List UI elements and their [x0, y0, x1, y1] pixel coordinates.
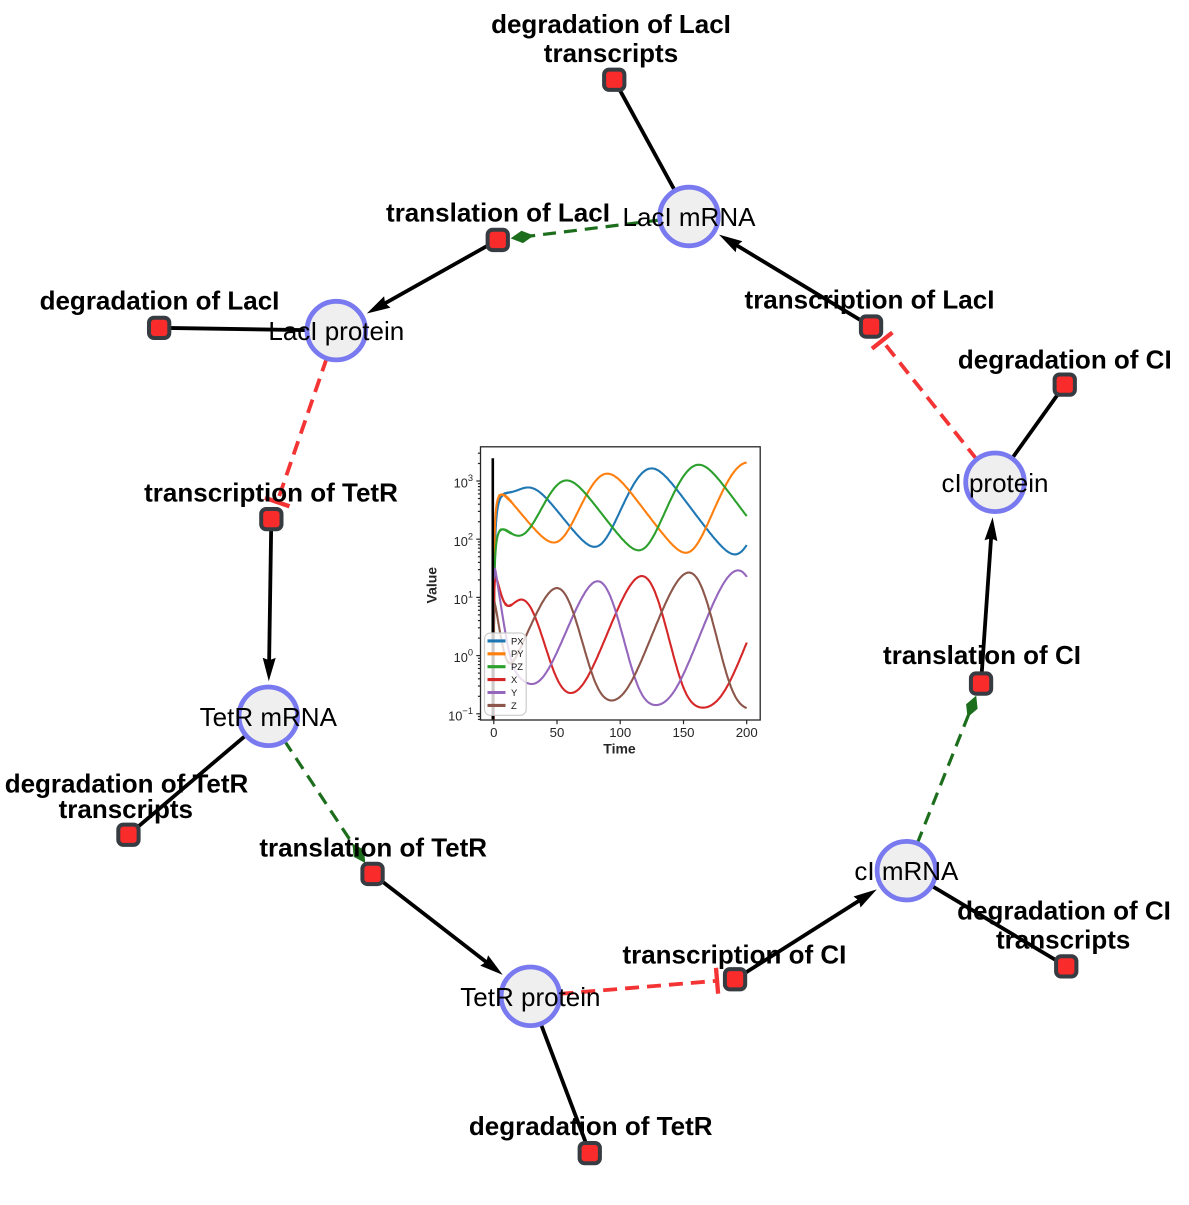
svg-text:LacI protein: LacI protein [268, 316, 404, 346]
svg-text:transcripts: transcripts [544, 38, 678, 68]
svg-text:transcripts: transcripts [996, 924, 1130, 954]
svg-text:degradation of LacI: degradation of LacI [491, 9, 731, 39]
svg-text:100: 100 [609, 725, 631, 740]
svg-text:transcription of LacI: transcription of LacI [745, 285, 995, 315]
svg-text:degradation of LacI: degradation of LacI [40, 286, 280, 316]
svg-text:100: 100 [454, 648, 473, 666]
svg-text:transcription of CI: transcription of CI [622, 939, 846, 969]
svg-text:degradation of CI: degradation of CI [958, 345, 1172, 375]
svg-text:102: 102 [454, 531, 473, 549]
svg-text:Time: Time [603, 740, 636, 756]
svg-text:degradation of TetR: degradation of TetR [5, 769, 249, 799]
svg-text:X: X [511, 674, 518, 685]
svg-text:103: 103 [454, 473, 473, 491]
svg-text:PX: PX [511, 635, 524, 646]
svg-text:50: 50 [550, 725, 565, 740]
svg-text:translation of CI: translation of CI [883, 640, 1081, 670]
svg-text:degradation of CI: degradation of CI [957, 896, 1171, 926]
svg-text:PY: PY [511, 648, 524, 659]
svg-text:transcripts: transcripts [59, 794, 193, 824]
svg-text:200: 200 [736, 725, 758, 740]
svg-text:101: 101 [454, 590, 473, 608]
svg-text:Value: Value [423, 567, 439, 604]
svg-text:150: 150 [672, 725, 694, 740]
svg-text:Y: Y [511, 687, 518, 698]
svg-text:LacI mRNA: LacI mRNA [623, 202, 757, 232]
svg-text:0: 0 [490, 725, 497, 740]
svg-text:TetR protein: TetR protein [460, 982, 600, 1012]
svg-text:translation of LacI: translation of LacI [386, 198, 610, 228]
svg-text:TetR mRNA: TetR mRNA [200, 702, 338, 732]
svg-text:Z: Z [511, 700, 517, 711]
svg-text:translation of TetR: translation of TetR [259, 833, 487, 863]
svg-text:PZ: PZ [511, 661, 523, 672]
svg-text:10−1: 10−1 [448, 706, 473, 724]
svg-text:transcription of TetR: transcription of TetR [144, 478, 398, 508]
svg-text:cI mRNA: cI mRNA [854, 856, 959, 886]
svg-text:degradation of TetR: degradation of TetR [469, 1111, 713, 1141]
svg-text:cI protein: cI protein [942, 468, 1049, 498]
